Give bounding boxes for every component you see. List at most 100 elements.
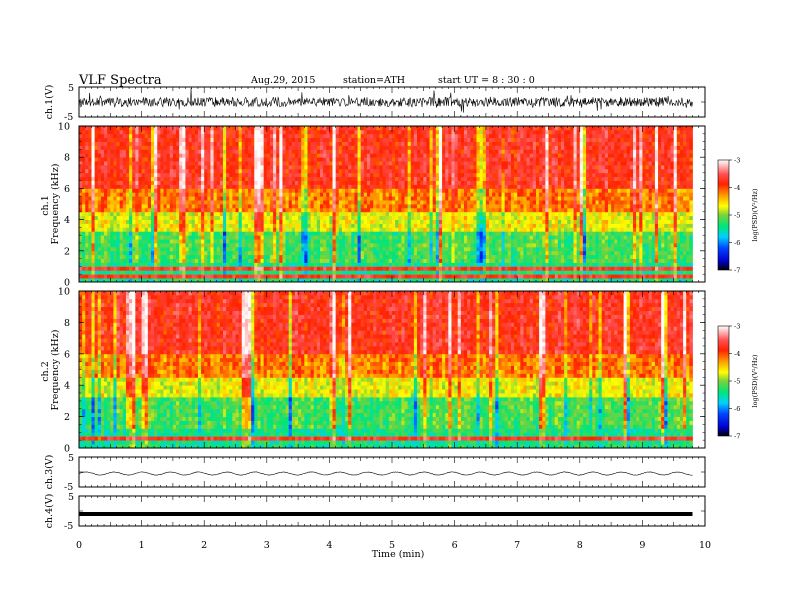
spectrogram-cell (310, 129, 315, 135)
spectrogram-cell (320, 250, 324, 256)
spectrogram-cell (426, 180, 430, 185)
spectrogram-cell (82, 137, 86, 142)
spectrogram-cell (235, 192, 240, 197)
spectrogram-cell (97, 262, 102, 267)
spectrogram-cell (166, 133, 171, 139)
spectrogram-cell (354, 168, 358, 174)
spectrogram-cell (266, 266, 271, 271)
spectrogram-cell (197, 250, 202, 256)
spectrogram-cell (119, 180, 124, 185)
spectrogram-cell (413, 270, 418, 275)
spectrogram-cell (201, 161, 205, 166)
spectrogram-cell (376, 184, 380, 189)
spectrogram-cell (219, 227, 224, 232)
spectrogram-cell (147, 149, 152, 154)
spectrogram-cell (260, 153, 265, 158)
spectrogram-cell (301, 161, 305, 166)
spectrogram-cell (335, 157, 340, 162)
spectrogram-cell (235, 180, 240, 185)
spectrogram-cell (172, 219, 177, 224)
spectrogram-cell (160, 231, 164, 236)
ch1-waveform-ylabel: ch.1(V) (44, 85, 55, 120)
spectrogram-cell (238, 246, 243, 252)
spectrogram-cell (248, 204, 252, 209)
spectrogram-cell (79, 270, 83, 275)
spectrogram-cell (132, 168, 136, 174)
spectrogram-cell (116, 196, 121, 201)
spectrogram-cell (122, 153, 127, 158)
spectrogram-cell (398, 196, 402, 201)
spectrogram-cell (313, 141, 318, 146)
spectrogram-cell (376, 161, 380, 166)
spectrogram-cell (88, 215, 92, 220)
spectrogram-cell (194, 215, 199, 220)
spectrogram-cell (385, 141, 390, 146)
spectrogram-cell (338, 184, 343, 189)
spectrogram-cell (135, 207, 139, 213)
spectrogram-cell (310, 133, 315, 139)
spectrogram-cell (420, 278, 424, 283)
spectrogram-cell (285, 231, 290, 236)
spectrogram-cell (348, 133, 352, 139)
spectrogram-cell (442, 211, 446, 217)
spectrogram-cell (429, 207, 434, 213)
spectrogram-cell (329, 196, 333, 201)
spectrogram-cell (157, 246, 161, 252)
spectrogram-cell (385, 200, 390, 205)
spectrogram-cell (404, 250, 409, 256)
spectrogram-cell (357, 157, 362, 162)
spectrogram-cell (94, 172, 99, 178)
spectrogram-cell (119, 176, 124, 181)
spectrogram-cell (163, 207, 168, 213)
spectrogram-cell (229, 153, 233, 158)
spectrogram-cell (382, 254, 387, 259)
spectrogram-cell (91, 180, 96, 185)
spectrogram-cell (392, 254, 396, 259)
spectrogram-cell (104, 145, 108, 150)
spectrogram-cell (163, 172, 168, 178)
spectrogram-cell (201, 141, 205, 146)
spectrogram-cell (201, 133, 205, 139)
spectrogram-cell (82, 141, 86, 146)
spectrogram-cell (282, 243, 286, 248)
spectrogram-cell (125, 250, 130, 256)
spectrogram-cell (373, 231, 377, 236)
spectrogram-cell (410, 157, 415, 162)
spectrogram-cell (248, 192, 252, 197)
spectrogram-cell (201, 180, 205, 185)
spectrogram-cell (229, 145, 233, 150)
spectrogram-cell (307, 141, 312, 146)
spectrogram-cell (226, 196, 230, 201)
spectrogram-cell (232, 153, 236, 158)
spectrogram-cell (179, 227, 183, 232)
spectrogram-cell (194, 258, 199, 263)
spectrogram-cell (191, 204, 196, 209)
spectrogram-cell (144, 145, 149, 150)
spectrogram-cell (451, 266, 455, 271)
spectrogram-cell (363, 153, 368, 158)
spectrogram-cell (442, 215, 446, 220)
spectrogram-cell (382, 184, 387, 189)
spectrogram-cell (395, 161, 399, 166)
spectrogram-cell (348, 270, 352, 275)
spectrogram-cell (366, 227, 371, 232)
spectrogram-cell (398, 239, 402, 244)
spectrogram-cell (125, 266, 130, 271)
spectrogram-cell (113, 188, 117, 193)
spectrogram-cell (370, 239, 374, 244)
spectrogram-cell (310, 207, 315, 213)
spectrogram-cell (163, 243, 168, 248)
spectrogram-cell (282, 133, 286, 139)
spectrogram-cell (338, 192, 343, 197)
spectrogram-cell (345, 254, 349, 259)
spectrogram-cell (129, 239, 133, 244)
spectrogram-cell (160, 278, 164, 283)
spectrogram-cell (354, 137, 358, 142)
spectrogram-cell (360, 239, 365, 244)
spectrogram-cell (273, 239, 277, 244)
spectrogram-cell (222, 243, 227, 248)
spectrogram-cell (285, 153, 290, 158)
spectrogram-cell (335, 246, 340, 252)
spectrogram-cell (395, 196, 399, 201)
spectrogram-cell (273, 145, 277, 150)
